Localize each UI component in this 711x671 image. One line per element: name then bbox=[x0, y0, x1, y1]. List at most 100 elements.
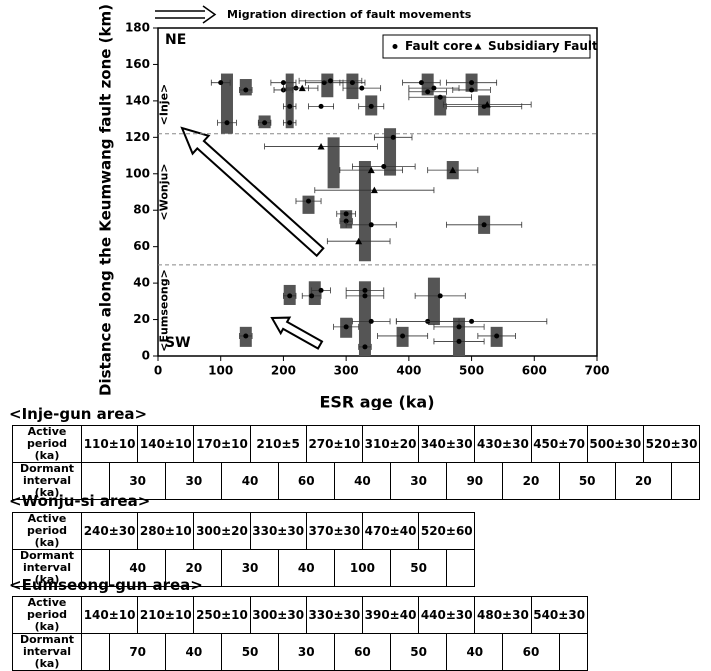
table-cell: 30 bbox=[221, 549, 279, 587]
circle-marker bbox=[262, 120, 268, 126]
legend-box bbox=[382, 34, 591, 59]
circle-marker bbox=[362, 344, 368, 350]
circle-marker bbox=[368, 222, 374, 228]
circle-marker bbox=[327, 78, 333, 84]
y-tick-label: 40 bbox=[133, 276, 150, 290]
y-tick-label: 140 bbox=[125, 93, 150, 107]
active-period-bar bbox=[421, 73, 434, 96]
region-label: <Wonju> bbox=[157, 163, 170, 220]
circle-marker bbox=[381, 163, 387, 169]
table-cell: 40 bbox=[165, 633, 223, 671]
row-label: Active period (ka) bbox=[12, 596, 82, 634]
triangle-marker bbox=[367, 166, 375, 174]
x-tick-label: 700 bbox=[584, 364, 609, 378]
table-cell: 330±30 bbox=[249, 512, 307, 550]
table-cell: 30 bbox=[390, 462, 448, 500]
region-label: <Eumseong> bbox=[157, 269, 170, 352]
triangle-marker bbox=[483, 101, 491, 108]
active-period-bar bbox=[285, 73, 294, 129]
active-period-bar bbox=[384, 128, 397, 176]
active-period-bar bbox=[427, 277, 440, 326]
triangle-marker bbox=[298, 84, 306, 92]
table-cell: 500±30 bbox=[586, 425, 644, 463]
triangle-marker bbox=[355, 237, 363, 245]
triangle-marker bbox=[317, 142, 325, 150]
table-cell: 50 bbox=[390, 633, 448, 671]
table-cell: 110±10 bbox=[80, 425, 139, 463]
triangle-marker bbox=[370, 186, 378, 194]
table-cell: 50 bbox=[221, 633, 279, 671]
active-period-bar bbox=[239, 79, 252, 96]
x-tick-label: 600 bbox=[522, 364, 547, 378]
active-period-bar bbox=[453, 317, 466, 356]
active-period-bar bbox=[321, 73, 334, 98]
y-tick-label: 80 bbox=[133, 203, 150, 217]
table-cell: 340±30 bbox=[418, 425, 476, 463]
table-cell: 20 bbox=[502, 462, 560, 500]
circle-marker bbox=[318, 103, 324, 109]
table-row: Active period (ka) 110±10 140±10 170±10 210±… bbox=[12, 425, 701, 463]
x-tick-label: 500 bbox=[459, 364, 484, 378]
table-cell: 90 bbox=[446, 462, 504, 500]
active-period-bar bbox=[327, 137, 340, 189]
table-cell: 100 bbox=[333, 549, 392, 587]
legend-label: Fault core bbox=[405, 39, 473, 53]
table-cell: 280±10 bbox=[137, 512, 195, 550]
circle-marker bbox=[321, 80, 327, 86]
table-cell: 430±30 bbox=[474, 425, 532, 463]
circle-marker bbox=[287, 120, 293, 126]
circle-marker bbox=[243, 87, 249, 93]
table-cell: 40 bbox=[446, 633, 504, 671]
active-period-bar bbox=[308, 281, 321, 305]
y-tick-label: 60 bbox=[133, 239, 150, 253]
circle-marker bbox=[362, 293, 368, 299]
empty-cell bbox=[670, 462, 701, 500]
circle-marker bbox=[349, 80, 355, 86]
circle-marker bbox=[359, 85, 365, 91]
table-title: <Inje-gun area> bbox=[9, 405, 148, 423]
circle-marker bbox=[343, 211, 349, 217]
table-cell: 450±70 bbox=[530, 425, 588, 463]
circle-marker bbox=[431, 85, 437, 91]
table-cell: 310±20 bbox=[361, 425, 420, 463]
table-cell: 30 bbox=[277, 633, 335, 671]
active-period-bar bbox=[346, 73, 359, 100]
table-cell: 270±10 bbox=[305, 425, 363, 463]
x-axis-label: ESR age (ka) bbox=[319, 393, 434, 411]
circle-marker bbox=[456, 338, 462, 344]
circle-marker bbox=[318, 287, 324, 293]
table-cell: 370±30 bbox=[305, 512, 363, 550]
triangle-marker bbox=[474, 43, 482, 50]
circle-marker bbox=[343, 324, 349, 330]
corner-label: NE bbox=[165, 32, 186, 48]
table-cell: 390±40 bbox=[361, 596, 420, 634]
table-cell: 50 bbox=[558, 462, 616, 500]
table-cell: 50 bbox=[390, 549, 448, 587]
row-label: Active period (ka) bbox=[12, 512, 82, 550]
circle-marker bbox=[469, 318, 475, 324]
circle-marker bbox=[224, 120, 230, 126]
active-period-bar bbox=[302, 195, 315, 214]
table-cell: 70 bbox=[109, 633, 167, 671]
table-cell: 300±30 bbox=[249, 596, 307, 634]
table-cell: 540±30 bbox=[530, 596, 588, 634]
circle-marker bbox=[306, 198, 312, 204]
circle-marker bbox=[368, 318, 374, 324]
table-row: Active period (ka) 240±30 280±10 300±20 330±… bbox=[12, 512, 476, 550]
table-cell: 30 bbox=[165, 462, 223, 500]
table-title: <Eumseong-gun area> bbox=[9, 576, 203, 594]
circle-marker bbox=[469, 87, 475, 93]
x-tick-label: 400 bbox=[396, 364, 421, 378]
chart: Migration direction of fault movements E… bbox=[97, 4, 610, 411]
table-block: <Wonju-si area> Active period (ka) 240±30 2… bbox=[9, 492, 476, 587]
table-cell: 40 bbox=[277, 549, 335, 587]
y-axis-label: Distance along the Keumwang fault zone (… bbox=[97, 4, 115, 396]
table-cell: 330±30 bbox=[305, 596, 363, 634]
table-cell: 470±40 bbox=[361, 512, 420, 550]
circle-marker bbox=[437, 293, 443, 299]
corner-label: SW bbox=[165, 335, 191, 351]
legend-label: Subsidiary Fault bbox=[488, 39, 598, 53]
annotation: Migration direction of fault movements bbox=[227, 8, 472, 21]
x-tick-label: 200 bbox=[271, 364, 296, 378]
y-tick-label: 100 bbox=[125, 166, 150, 180]
